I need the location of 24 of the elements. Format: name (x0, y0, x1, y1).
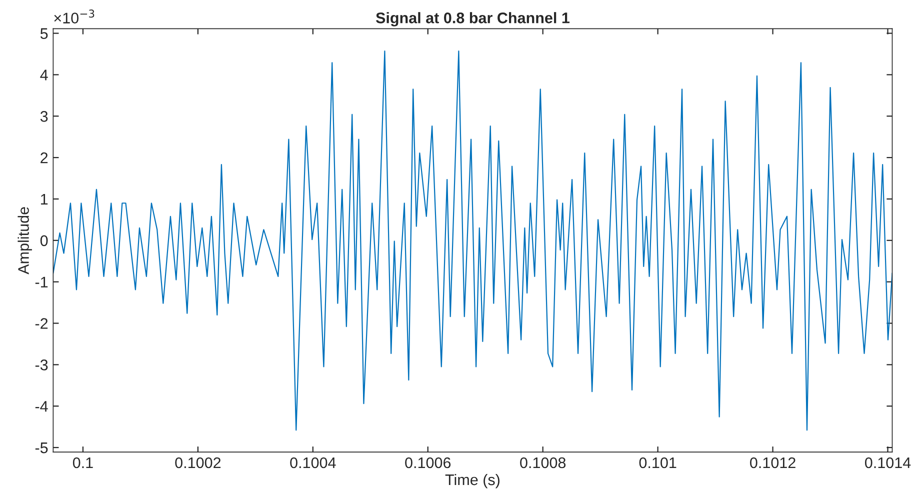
y-tick-label: 5 (40, 28, 48, 39)
x-tick-label: 0.1 (72, 457, 93, 468)
y-tick-label: 4 (40, 70, 48, 80)
y-tick-label: 3 (40, 111, 48, 122)
y-tick-label: -4 (35, 401, 48, 412)
x-tick-label: 0.1008 (520, 457, 566, 468)
chart-title: Signal at 0.8 bar Channel 1 (376, 12, 570, 26)
x-tick-label: 0.1004 (290, 457, 336, 468)
x-tick-label: 0.101 (639, 457, 676, 468)
x-tick-label: 0.1014 (864, 457, 911, 468)
line-series (53, 50, 892, 431)
y-tick-label: -1 (35, 276, 48, 288)
x-tick-label: 0.1012 (750, 457, 796, 468)
x-tick-label: 0.1002 (175, 457, 221, 468)
y-tick-label: 1 (40, 194, 48, 205)
y-axis-title: Amplitude (18, 207, 32, 274)
y-tick-label: 0 (40, 235, 48, 246)
y-tick-label: -5 (35, 442, 48, 454)
text: ×10$^{−3}$ (54, 10, 94, 24)
x-axis-title: Time (s) (445, 474, 500, 488)
x-tick-label: 0.1006 (405, 457, 451, 468)
y-tick-label: 2 (40, 152, 48, 164)
y-tick-label: -3 (35, 360, 48, 370)
y-tick-label: -2 (35, 318, 48, 329)
